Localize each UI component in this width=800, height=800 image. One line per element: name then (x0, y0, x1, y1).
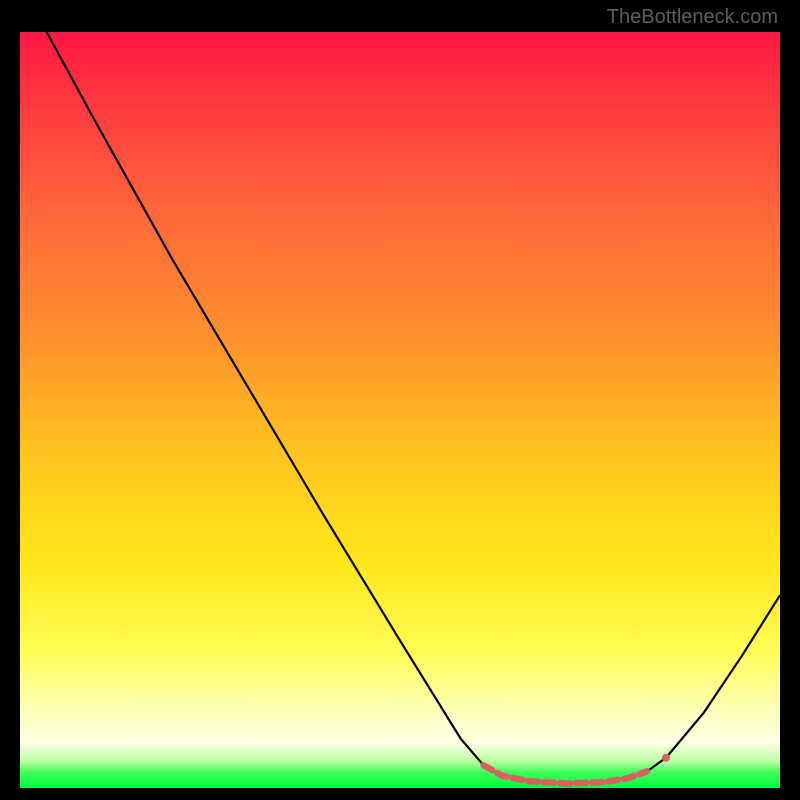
highlight-dot (662, 754, 670, 762)
curve-layer (20, 32, 780, 788)
plot-area (20, 32, 780, 788)
bottleneck-curve (47, 32, 780, 783)
highlight-segment (484, 765, 647, 783)
watermark-text: TheBottleneck.com (607, 6, 778, 29)
